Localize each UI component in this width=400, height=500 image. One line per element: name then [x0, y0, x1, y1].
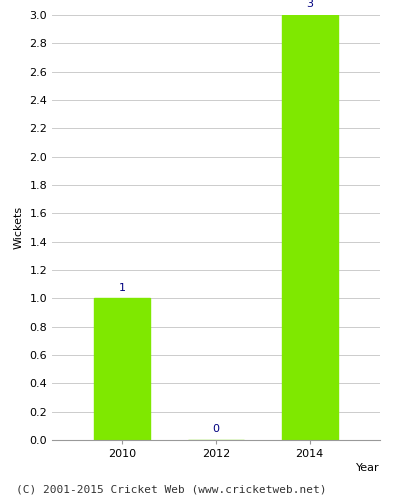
- Text: 0: 0: [212, 424, 220, 434]
- Y-axis label: Wickets: Wickets: [14, 206, 24, 249]
- Bar: [282, 15, 338, 440]
- Text: (C) 2001-2015 Cricket Web (www.cricketweb.net): (C) 2001-2015 Cricket Web (www.cricketwe…: [16, 485, 326, 495]
- Text: 1: 1: [119, 282, 126, 292]
- Bar: [94, 298, 150, 440]
- Text: 3: 3: [306, 0, 313, 10]
- Text: Year: Year: [356, 464, 380, 473]
